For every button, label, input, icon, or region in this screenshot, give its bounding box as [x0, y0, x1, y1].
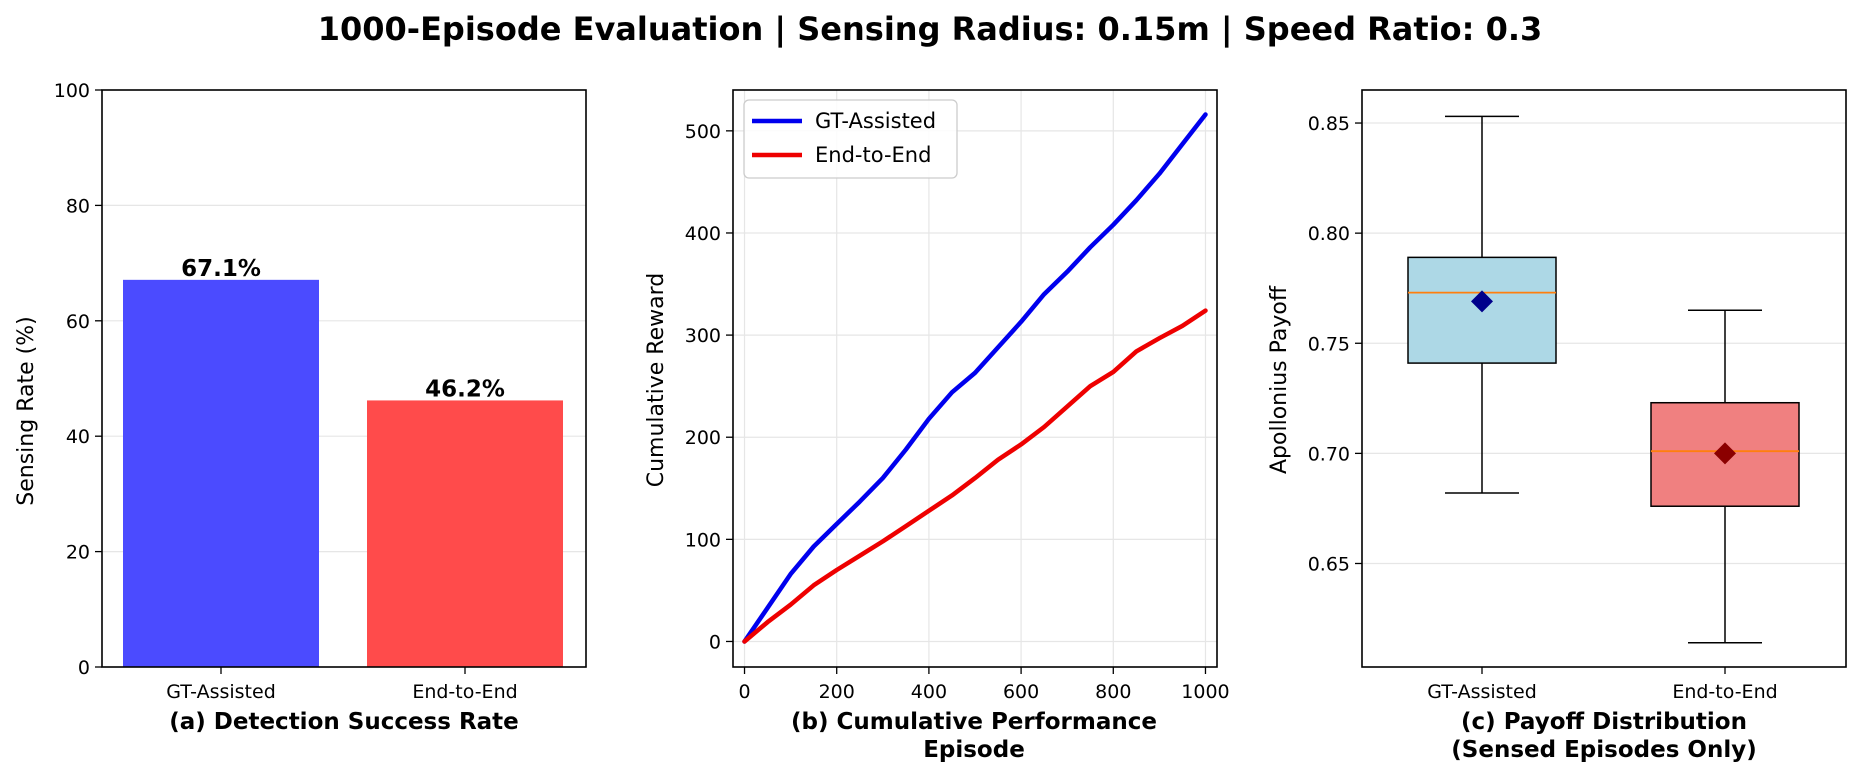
box-gt-assisted	[1407, 115, 1557, 494]
panel-c-ytick-label: 0.75	[1308, 333, 1350, 355]
panel-a-ytick-label: 100	[54, 80, 90, 102]
line-end-to-end	[742, 308, 1208, 644]
panel-c-ytick-label: 0.80	[1308, 223, 1350, 245]
panel-cumulative-performance: 0 100 200 300 400 500 0 200 400 600 800 1000 Cumula…	[644, 89, 1230, 763]
panel-c-ytick-label: 0.85	[1308, 113, 1350, 135]
figure-suptitle: 1000-Episode Evaluation | Sensing Radius…	[318, 10, 1543, 49]
panel-b-xtick-label: 200	[819, 681, 855, 703]
panel-a-frame	[101, 89, 587, 668]
panel-c-xtick-label: GT-Assisted	[1427, 681, 1537, 703]
legend-label: GT-Assisted	[815, 109, 936, 133]
panel-a-ytick-label: 80	[66, 195, 90, 217]
panel-detection-success-rate: 67.1% 46.2% 0 20 40 60 80 100 GT-Assisted End-to…	[14, 80, 587, 735]
panel-c-ylabel: Apollonius Payoff	[1267, 285, 1292, 474]
panel-b-ytick-label: 500	[685, 121, 721, 143]
panel-b-xlabel: Episode	[923, 737, 1025, 763]
panel-a-xtick-label: End-to-End	[412, 681, 517, 703]
panel-c-frame	[1361, 89, 1847, 668]
panel-a-ytick-label: 60	[66, 311, 90, 333]
panel-a-xtick-label: GT-Assisted	[166, 681, 276, 703]
panel-a-ytick-label: 40	[66, 426, 90, 448]
panel-a-ylabel: Sensing Rate (%)	[14, 316, 39, 505]
panel-b-title: (b) Cumulative Performance	[791, 709, 1157, 735]
panel-b-xtick-label: 400	[911, 681, 947, 703]
line-gt-assisted	[742, 112, 1208, 644]
panel-b-ytick-label: 200	[685, 427, 721, 449]
mean-marker	[1714, 442, 1736, 465]
panel-b-xtick-label: 800	[1095, 681, 1131, 703]
panel-a-ytick-label: 20	[66, 542, 90, 564]
panel-c-title: (c) Payoff Distribution	[1461, 709, 1747, 735]
bar-data-label: 46.2%	[425, 376, 505, 402]
mean-marker	[1471, 290, 1493, 313]
panel-a-title: (a) Detection Success Rate	[169, 709, 519, 735]
panel-c-ytick-label: 0.65	[1308, 553, 1350, 575]
panel-a-ytick-label: 0	[78, 657, 90, 679]
panel-b-legend: GT-Assisted End-to-End	[743, 99, 958, 179]
bar-end-to-end	[367, 400, 563, 667]
panel-b-xtick-label: 600	[1003, 681, 1039, 703]
panel-b-ytick-label: 400	[685, 223, 721, 245]
box-end-to-end	[1650, 309, 1800, 644]
bar-gt-assisted	[123, 279, 319, 667]
panel-b-xtick-label: 0	[738, 681, 750, 703]
panel-b-ytick-label: 0	[709, 631, 721, 653]
legend-label: End-to-End	[815, 143, 931, 167]
panel-b-ylabel: Cumulative Reward	[644, 273, 669, 488]
panel-b-ytick-label: 100	[685, 529, 721, 551]
panel-c-ytick-label: 0.70	[1308, 443, 1350, 465]
panel-b-ytick-label: 300	[685, 325, 721, 347]
panel-c-title-line2: (Sensed Episodes Only)	[1451, 737, 1756, 763]
panel-c-xtick-label: End-to-End	[1672, 681, 1777, 703]
bar-data-label: 67.1%	[181, 256, 261, 282]
panel-b-xtick-label: 1000	[1181, 681, 1229, 703]
panel-b-frame	[732, 89, 1218, 668]
panel-payoff-distribution: 0.65 0.70 0.75 0.80 0.85 GT-Assisted End-to-En…	[1267, 89, 1847, 763]
